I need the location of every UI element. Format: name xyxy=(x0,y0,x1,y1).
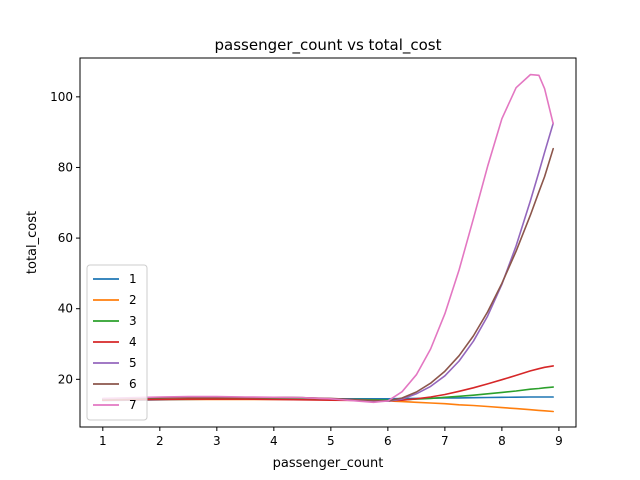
y-axis-label: total_cost xyxy=(25,211,40,274)
legend-label-4: 4 xyxy=(129,335,137,349)
y-tick-label: 100 xyxy=(50,90,73,104)
x-axis-label: passenger_count xyxy=(273,456,384,471)
legend-label-3: 3 xyxy=(129,314,137,328)
chart-title: passenger_count vs total_cost xyxy=(215,36,442,55)
y-tick-label: 80 xyxy=(58,160,73,174)
legend-label-6: 6 xyxy=(129,377,137,391)
legend-label-7: 7 xyxy=(129,398,137,412)
x-tick-label: 5 xyxy=(327,434,335,448)
y-tick-label: 40 xyxy=(58,302,73,316)
y-axis-ticks: 20 40 60 80 100 xyxy=(50,90,80,386)
x-tick-label: 8 xyxy=(498,434,506,448)
legend: 1 2 3 4 5 6 7 xyxy=(86,264,148,421)
x-tick-label: 9 xyxy=(555,434,563,448)
x-tick-label: 4 xyxy=(270,434,278,448)
series-line-7 xyxy=(102,73,555,404)
legend-label-2: 2 xyxy=(129,293,137,307)
y-tick-label: 20 xyxy=(58,372,73,386)
x-tick-label: 2 xyxy=(156,434,164,448)
legend-label-5: 5 xyxy=(129,356,137,370)
x-axis-ticks: 1 2 3 4 5 6 7 8 9 xyxy=(99,427,563,448)
x-tick-label: 1 xyxy=(99,434,107,448)
x-tick-label: 6 xyxy=(384,434,392,448)
x-tick-label: 7 xyxy=(441,434,449,448)
legend-label-1: 1 xyxy=(129,272,137,286)
x-tick-label: 3 xyxy=(213,434,221,448)
y-tick-label: 60 xyxy=(58,231,73,245)
plot-area-frame xyxy=(79,57,577,428)
series-lines xyxy=(102,73,555,413)
series-line-4 xyxy=(102,365,555,402)
